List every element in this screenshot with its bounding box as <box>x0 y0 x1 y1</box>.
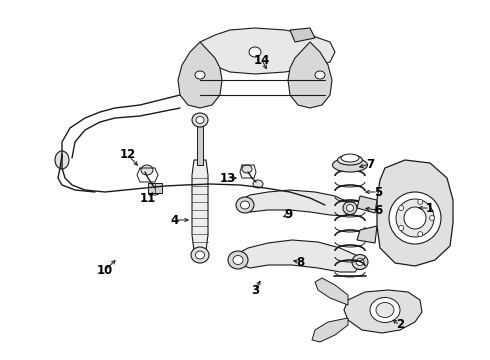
Polygon shape <box>315 278 348 305</box>
Ellipse shape <box>249 47 261 57</box>
Ellipse shape <box>389 192 441 244</box>
Text: 13: 13 <box>220 171 236 184</box>
Text: 5: 5 <box>374 185 382 198</box>
Polygon shape <box>288 42 332 108</box>
Text: 1: 1 <box>426 202 434 215</box>
Ellipse shape <box>430 216 435 220</box>
Ellipse shape <box>315 71 325 79</box>
Text: 4: 4 <box>171 213 179 226</box>
Text: 2: 2 <box>396 319 404 332</box>
Ellipse shape <box>242 165 252 173</box>
Text: 9: 9 <box>284 208 292 221</box>
Polygon shape <box>178 42 222 108</box>
Text: 11: 11 <box>140 192 156 204</box>
Ellipse shape <box>352 255 368 270</box>
Ellipse shape <box>192 113 208 127</box>
Ellipse shape <box>376 302 394 318</box>
Text: 12: 12 <box>120 148 136 162</box>
Text: 10: 10 <box>97 264 113 276</box>
Ellipse shape <box>356 258 364 266</box>
Text: 7: 7 <box>366 158 374 171</box>
Polygon shape <box>197 125 203 165</box>
Polygon shape <box>235 240 360 272</box>
Ellipse shape <box>55 151 69 169</box>
Polygon shape <box>200 28 335 74</box>
Ellipse shape <box>149 185 161 195</box>
Polygon shape <box>192 160 208 250</box>
Ellipse shape <box>404 207 426 229</box>
Polygon shape <box>290 28 315 42</box>
Ellipse shape <box>196 117 204 123</box>
Polygon shape <box>357 226 377 243</box>
Ellipse shape <box>399 225 404 230</box>
Ellipse shape <box>196 251 204 259</box>
Polygon shape <box>344 290 422 333</box>
Ellipse shape <box>191 247 209 263</box>
Polygon shape <box>312 318 348 342</box>
Polygon shape <box>377 160 453 266</box>
Ellipse shape <box>418 199 423 204</box>
Polygon shape <box>148 183 162 193</box>
Ellipse shape <box>399 206 404 211</box>
Ellipse shape <box>241 201 249 209</box>
Ellipse shape <box>338 155 363 165</box>
Ellipse shape <box>346 204 353 211</box>
Ellipse shape <box>141 165 153 175</box>
Ellipse shape <box>333 158 368 172</box>
Ellipse shape <box>341 154 359 162</box>
Text: 3: 3 <box>251 284 259 297</box>
Polygon shape <box>357 196 377 213</box>
Ellipse shape <box>418 232 423 237</box>
Ellipse shape <box>195 71 205 79</box>
Text: 8: 8 <box>296 256 304 269</box>
Polygon shape <box>240 190 350 216</box>
Ellipse shape <box>253 180 263 188</box>
Ellipse shape <box>396 199 434 237</box>
Text: 6: 6 <box>374 203 382 216</box>
Ellipse shape <box>228 251 248 269</box>
Text: 14: 14 <box>254 54 270 67</box>
Ellipse shape <box>236 197 254 213</box>
Ellipse shape <box>343 202 357 215</box>
Ellipse shape <box>370 297 400 323</box>
Ellipse shape <box>233 256 243 265</box>
Ellipse shape <box>321 197 333 213</box>
